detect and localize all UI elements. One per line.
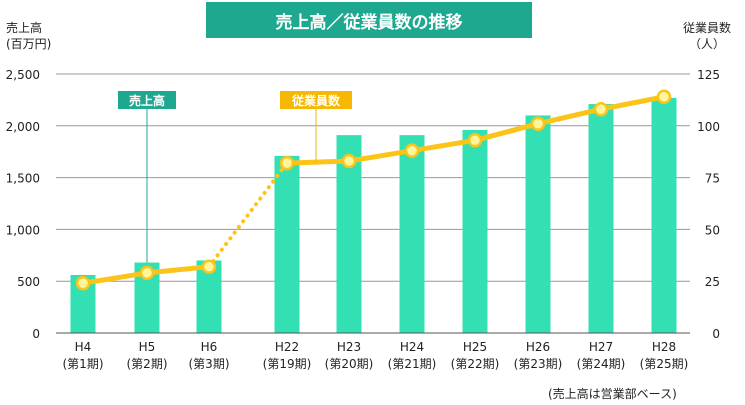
right-tick-label: 75 bbox=[705, 172, 720, 186]
point-employees bbox=[656, 89, 672, 105]
line-segment-employees bbox=[80, 270, 150, 286]
callout-employees-box bbox=[280, 91, 352, 109]
bar-sales bbox=[399, 135, 425, 333]
left-axis-title-line1: 売上高 bbox=[6, 21, 43, 35]
left-tick-label: 1,000 bbox=[6, 223, 40, 237]
bar-sales bbox=[588, 104, 614, 333]
line-segment-employees bbox=[346, 148, 415, 164]
right-axis-title-line2: （人） bbox=[688, 37, 725, 51]
x-tick-sublabel: (第19期) bbox=[263, 357, 312, 371]
right-tick-label: 0 bbox=[712, 327, 720, 341]
x-tick-label: H25 bbox=[463, 340, 487, 354]
x-tick-sublabel: (第2期) bbox=[127, 357, 168, 371]
x-tick-sublabel: (第22期) bbox=[451, 357, 500, 371]
line-segment-employees bbox=[598, 94, 667, 112]
point-employees bbox=[530, 116, 546, 131]
right-axis-title-line1: 従業員数 bbox=[682, 21, 731, 35]
x-tick-label: H22 bbox=[275, 340, 299, 354]
line-segment-employees bbox=[472, 121, 541, 143]
point-employees bbox=[139, 265, 155, 281]
x-tick-label: H6 bbox=[201, 340, 218, 354]
left-axis-title-line2: (百万円) bbox=[6, 37, 52, 51]
x-tick-label: H24 bbox=[400, 340, 424, 354]
point-employees bbox=[341, 153, 357, 169]
bar-sales bbox=[651, 97, 677, 333]
bar-sales bbox=[462, 129, 488, 333]
chart-title: 売上高／従業員数の推移 bbox=[206, 2, 532, 38]
point-employees bbox=[279, 155, 295, 171]
x-tick-label: H26 bbox=[526, 340, 550, 354]
right-tick-label: 50 bbox=[705, 223, 720, 237]
x-tick-label: H4 bbox=[75, 340, 92, 354]
footnote: (売上高は営業部ベース) bbox=[548, 387, 677, 401]
line-segment-employees bbox=[207, 161, 289, 269]
left-axis-title: 売上高 (百万円) bbox=[6, 20, 51, 52]
line-segment-employees bbox=[284, 158, 352, 166]
x-tick-label: H28 bbox=[652, 340, 676, 354]
left-tick-label: 500 bbox=[17, 275, 40, 289]
right-tick-label: 25 bbox=[705, 275, 720, 289]
line-segment-employees bbox=[409, 137, 478, 154]
x-tick-sublabel: (第23期) bbox=[514, 357, 563, 371]
callout-sales-text: 売上高 bbox=[129, 93, 165, 108]
right-axis-title: 従業員数 （人） bbox=[668, 20, 745, 52]
x-tick-label: H5 bbox=[139, 340, 156, 354]
left-tick-label: 2,000 bbox=[6, 120, 40, 134]
x-tick-label: H23 bbox=[337, 340, 361, 354]
point-employees bbox=[593, 101, 609, 117]
bar-sales bbox=[274, 155, 300, 333]
x-tick-label: H27 bbox=[589, 340, 613, 354]
bar-sales bbox=[525, 115, 551, 333]
callout-sales-box bbox=[118, 91, 176, 109]
right-tick-label: 100 bbox=[697, 120, 720, 134]
x-tick-sublabel: (第1期) bbox=[63, 357, 104, 371]
callout-employees-text: 従業員数 bbox=[291, 93, 341, 108]
left-tick-label: 1,500 bbox=[6, 172, 40, 186]
point-employees bbox=[404, 143, 420, 158]
left-tick-label: 2,500 bbox=[6, 68, 40, 82]
left-tick-label: 0 bbox=[32, 327, 40, 341]
x-tick-sublabel: (第3期) bbox=[189, 357, 230, 371]
x-tick-sublabel: (第24期) bbox=[577, 357, 626, 371]
x-tick-sublabel: (第25期) bbox=[640, 357, 689, 371]
right-tick-label: 125 bbox=[697, 68, 720, 82]
line-segment-employees bbox=[144, 264, 212, 276]
x-tick-sublabel: (第21期) bbox=[388, 357, 437, 371]
point-employees bbox=[201, 259, 217, 274]
point-employees bbox=[75, 276, 91, 291]
line-segment-employees bbox=[535, 106, 604, 127]
point-employees bbox=[467, 133, 483, 148]
x-tick-sublabel: (第20期) bbox=[325, 357, 374, 371]
